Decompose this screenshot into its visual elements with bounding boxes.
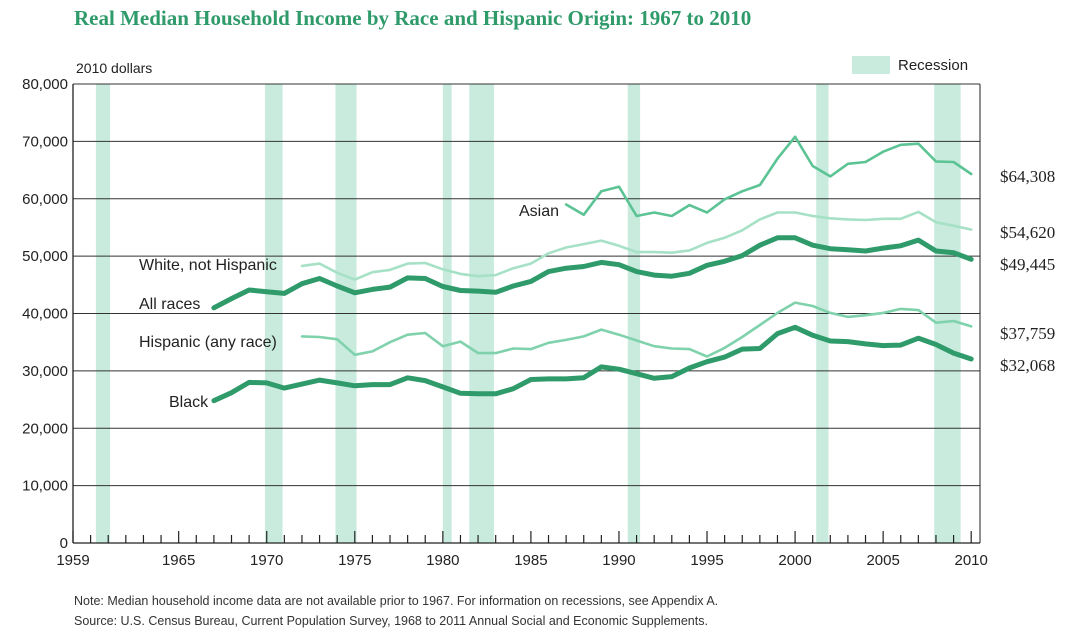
y-axis-label: 2010 dollars <box>76 60 152 76</box>
series-line-hispanic-any-race <box>300 301 973 358</box>
y-tick-label: 30,000 <box>22 363 68 380</box>
x-tick-label: 1990 <box>602 552 635 569</box>
series-line-black <box>211 324 974 404</box>
x-tick-label: 1959 <box>56 552 89 569</box>
y-tick-label: 40,000 <box>22 306 68 323</box>
end-value-label-asian: $64,308 <box>1000 167 1055 186</box>
y-tick-label: 80,000 <box>22 76 68 93</box>
series-label-asian: Asian <box>519 203 559 220</box>
x-tick-label: 1995 <box>690 552 723 569</box>
y-tick-label: 10,000 <box>22 478 68 495</box>
x-tick-label: 1975 <box>338 552 371 569</box>
legend-label-recession: Recession <box>898 57 968 74</box>
chart-note: Note: Median household income data are n… <box>74 594 719 608</box>
y-tick-label: 0 <box>60 535 68 552</box>
series-line-asian <box>564 135 973 218</box>
series-label-black: Black <box>169 394 209 411</box>
end-value-label-hispanic-any-race: $37,759 <box>1000 324 1055 343</box>
x-tick-label: 1970 <box>250 552 283 569</box>
end-value-label-white-not-hispanic: $54,620 <box>1000 223 1055 242</box>
x-tick-label: 2000 <box>778 552 811 569</box>
x-tick-label: 1980 <box>426 552 459 569</box>
series-label-hispanic-any-race: Hispanic (any race) <box>139 334 277 351</box>
x-tick-label: 1965 <box>162 552 195 569</box>
chart-source: Source: U.S. Census Bureau, Current Popu… <box>74 614 708 628</box>
x-tick-label: 2010 <box>955 552 988 569</box>
y-tick-label: 60,000 <box>22 191 68 208</box>
series-line-all-races <box>211 235 974 311</box>
end-value-label-all-races: $49,445 <box>1000 255 1055 274</box>
series-label-white-not-hispanic: White, not Hispanic <box>139 257 277 274</box>
end-value-label-black: $32,068 <box>1000 356 1055 375</box>
y-tick-label: 50,000 <box>22 248 68 265</box>
legend-swatch-recession <box>852 56 890 74</box>
x-tick-label: 1985 <box>514 552 547 569</box>
chart-title: Real Median Household Income by Race and… <box>74 6 752 30</box>
series-label-all-races: All races <box>139 296 200 313</box>
series-line-white-not-hispanic <box>300 210 973 281</box>
y-tick-label: 70,000 <box>22 133 68 150</box>
y-tick-label: 20,000 <box>22 420 68 437</box>
x-tick-label: 2005 <box>866 552 899 569</box>
